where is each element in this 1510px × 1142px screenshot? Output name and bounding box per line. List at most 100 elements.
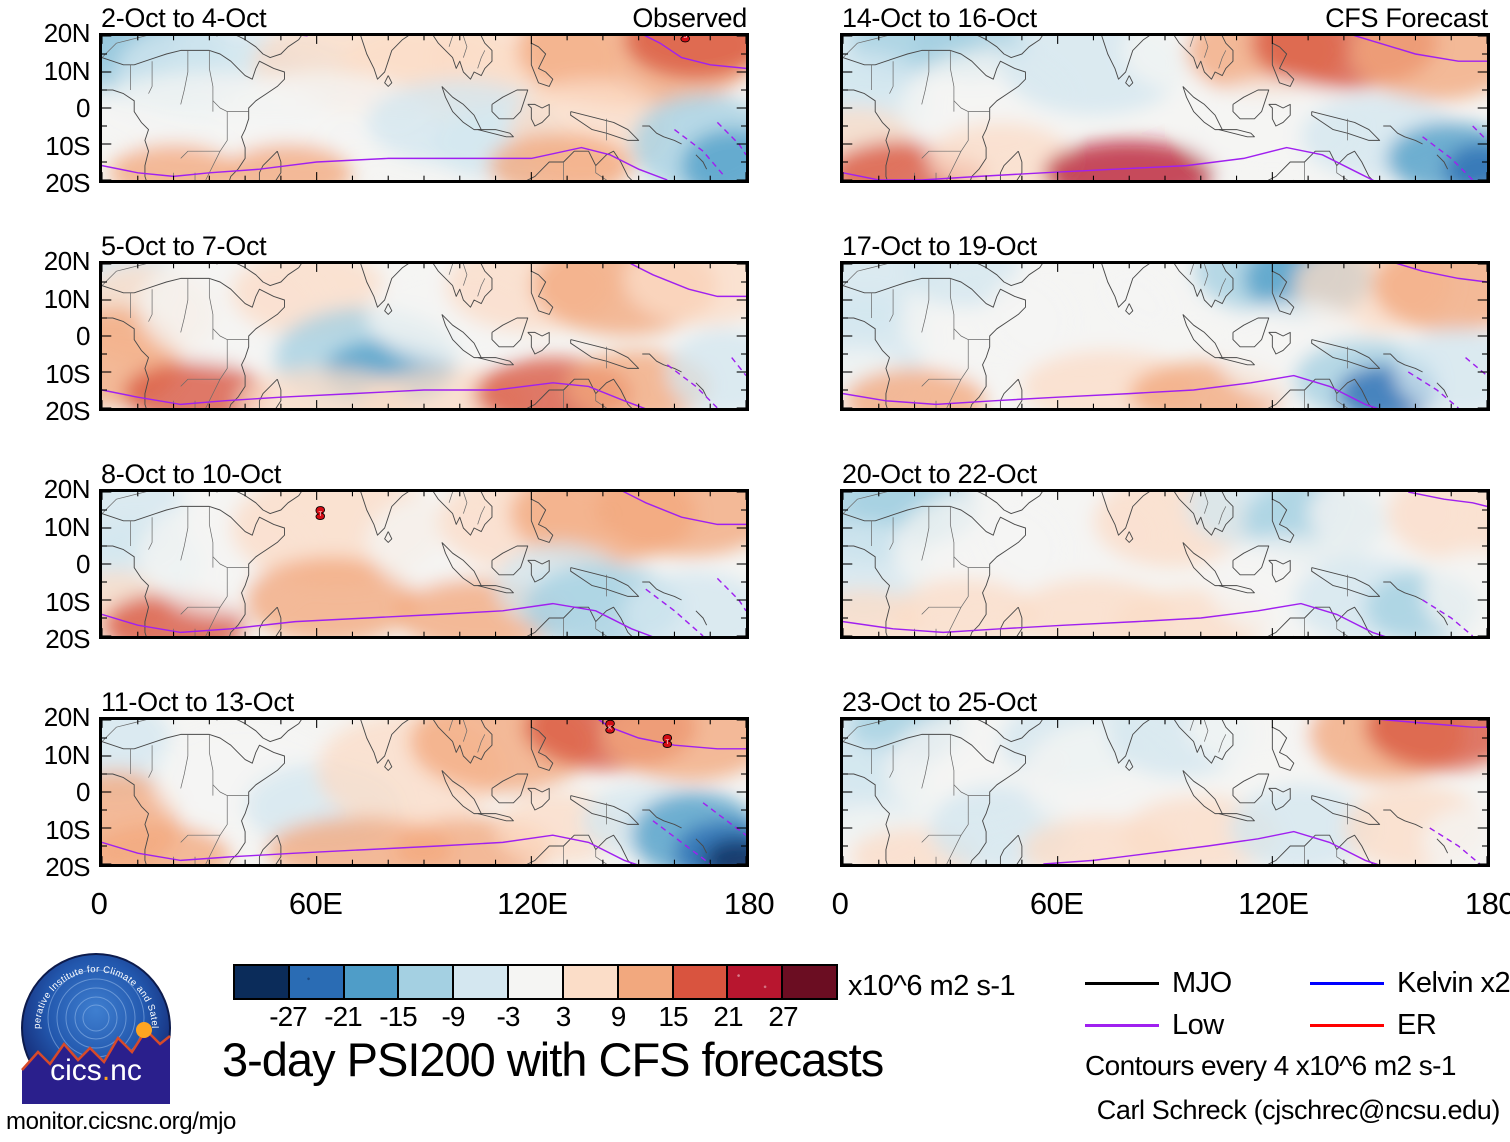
colorbar	[233, 964, 838, 1000]
panel-map	[840, 717, 1490, 867]
y-tick-label: 20N	[43, 246, 91, 276]
colorbar-swatch	[399, 966, 455, 998]
panel-6: 17-Oct to 19-Oct	[840, 231, 1490, 411]
panel-title: 8-Oct to 10-Oct	[101, 459, 282, 489]
y-tick-label: 0	[76, 549, 90, 579]
legend-label: ER	[1397, 1008, 1437, 1041]
legend-label: Kelvin x2	[1397, 966, 1510, 999]
x-tick-label: 180	[723, 886, 775, 921]
colorbar-tick-label: 15	[658, 1001, 688, 1032]
colorbar-tick-labels: -27 -21 -15 -9 -3 3 9 15 21 27	[233, 1003, 838, 1033]
colorbar-swatch	[563, 966, 619, 998]
svg-text:S: S	[683, 36, 687, 40]
colorbar-swatch	[728, 966, 784, 998]
colorbar-swatch	[454, 966, 510, 998]
y-tick-label: 0	[76, 777, 90, 807]
y-tick-label: 20N	[43, 18, 91, 48]
x-tick-label: 180	[1464, 886, 1510, 921]
panel-8: 23-Oct to 25-Oct	[840, 687, 1490, 867]
colorbar-tick-label: 21	[713, 1001, 743, 1032]
panel-5: 14-Oct to 16-Oct CFS Forecast	[840, 3, 1490, 183]
colorbar-tick-label: 3	[555, 1001, 572, 1032]
y-tick-label: 20S	[45, 168, 90, 198]
y-tick-label: 10N	[43, 511, 91, 542]
column-header-left: Observed	[632, 3, 747, 33]
column-header-right: CFS Forecast	[1325, 3, 1488, 33]
cics-nc-logo: Cooperative Institute for Climate and Sa…	[16, 944, 172, 1104]
colorbar-swatch	[289, 966, 345, 998]
panel-3: 8-Oct to 10-Oct T	[99, 459, 749, 639]
y-tick-label: 20S	[45, 396, 90, 426]
y-tick-label: 10S	[45, 814, 90, 845]
legend-line-swatch	[1310, 981, 1384, 985]
x-tick-label: 120E	[1238, 886, 1309, 921]
legend-label: MJO	[1172, 966, 1232, 999]
legend-entry-er: ER	[1310, 1008, 1437, 1041]
y-tick-label: 20N	[43, 474, 91, 504]
contour-legend: MJO Kelvin x2 Low ER	[1085, 968, 1510, 1078]
colorbar-swatch	[235, 966, 290, 998]
legend-line-swatch	[1085, 981, 1159, 985]
y-tick-label: 10S	[45, 586, 90, 617]
site-url: monitor.cicsnc.org/mjo	[6, 1108, 236, 1135]
x-tick-label: 60E	[288, 886, 343, 921]
panel-title: 2-Oct to 4-Oct	[101, 3, 267, 33]
panel-map	[840, 261, 1490, 411]
colorbar-swatch	[509, 966, 564, 998]
panel-map: T	[99, 489, 749, 639]
colorbar-unit-label: x10^6 m2 s-1	[848, 970, 1016, 1002]
y-tick-label: 0	[76, 93, 90, 123]
panel-title: 11-Oct to 13-Oct	[101, 687, 294, 717]
colorbar-swatch	[783, 966, 836, 998]
panel-map	[840, 489, 1490, 639]
y-tick-label: 10N	[43, 55, 91, 86]
legend-entry-kelvin-x2: Kelvin x2	[1310, 968, 1510, 998]
colorbar-tick-label: 9	[610, 1001, 627, 1032]
panel-title: 17-Oct to 19-Oct	[842, 231, 1037, 261]
legend-entry-mjo: MJO	[1085, 968, 1232, 998]
svg-text:T: T	[318, 512, 322, 518]
legend-line-swatch	[1085, 1023, 1159, 1027]
panel-map	[840, 33, 1490, 183]
y-tick-label: 20N	[43, 702, 91, 732]
svg-text:K: K	[608, 725, 612, 731]
y-tick-label: 10S	[45, 130, 90, 161]
colorbar-swatch	[673, 966, 729, 998]
svg-text:T: T	[665, 740, 669, 746]
colorbar-tick-label: -21	[324, 1001, 362, 1032]
panel-title: 5-Oct to 7-Oct	[101, 231, 267, 261]
panel-2: 5-Oct to 7-Oct	[99, 231, 749, 411]
legend-line-swatch	[1310, 1023, 1384, 1027]
panel-1: 2-Oct to 4-Oct Observed S	[99, 3, 749, 183]
y-tick-label: 20S	[45, 852, 90, 882]
panel-7: 20-Oct to 22-Oct	[840, 459, 1490, 639]
panel-map	[99, 261, 749, 411]
legend-entry-low: Low	[1085, 1010, 1224, 1040]
y-tick-label: 0	[76, 321, 90, 351]
panel-title: 20-Oct to 22-Oct	[842, 459, 1037, 489]
svg-text:cics.nc: cics.nc	[50, 1054, 142, 1087]
x-tick-label: 0	[90, 886, 108, 921]
contour-interval-note: Contours every 4 x10^6 m2 s-1	[1085, 1050, 1456, 1081]
panel-title: 14-Oct to 16-Oct	[842, 3, 1037, 33]
colorbar-tick-label: -3	[496, 1001, 521, 1032]
x-tick-label: 60E	[1029, 886, 1084, 921]
colorbar-tick-label: -15	[379, 1001, 417, 1032]
y-tick-label: 10S	[45, 358, 90, 389]
y-tick-label: 10N	[43, 739, 91, 770]
panel-4: 11-Oct to 13-Oct K T	[99, 687, 749, 867]
panel-map: S	[99, 33, 749, 183]
main-title: 3-day PSI200 with CFS forecasts	[222, 1033, 884, 1086]
colorbar-tick-label: 27	[768, 1001, 798, 1032]
colorbar-tick-label: -9	[441, 1001, 466, 1032]
x-tick-label: 120E	[497, 886, 568, 921]
author-credit: Carl Schreck (cjschrec@ncsu.edu)	[1096, 1095, 1501, 1125]
colorbar-swatch	[618, 966, 674, 998]
y-tick-label: 20S	[45, 624, 90, 654]
y-tick-label: 10N	[43, 283, 91, 314]
x-tick-label: 0	[831, 886, 849, 921]
colorbar-tick-label: -27	[269, 1001, 307, 1032]
panel-title: 23-Oct to 25-Oct	[842, 687, 1037, 717]
